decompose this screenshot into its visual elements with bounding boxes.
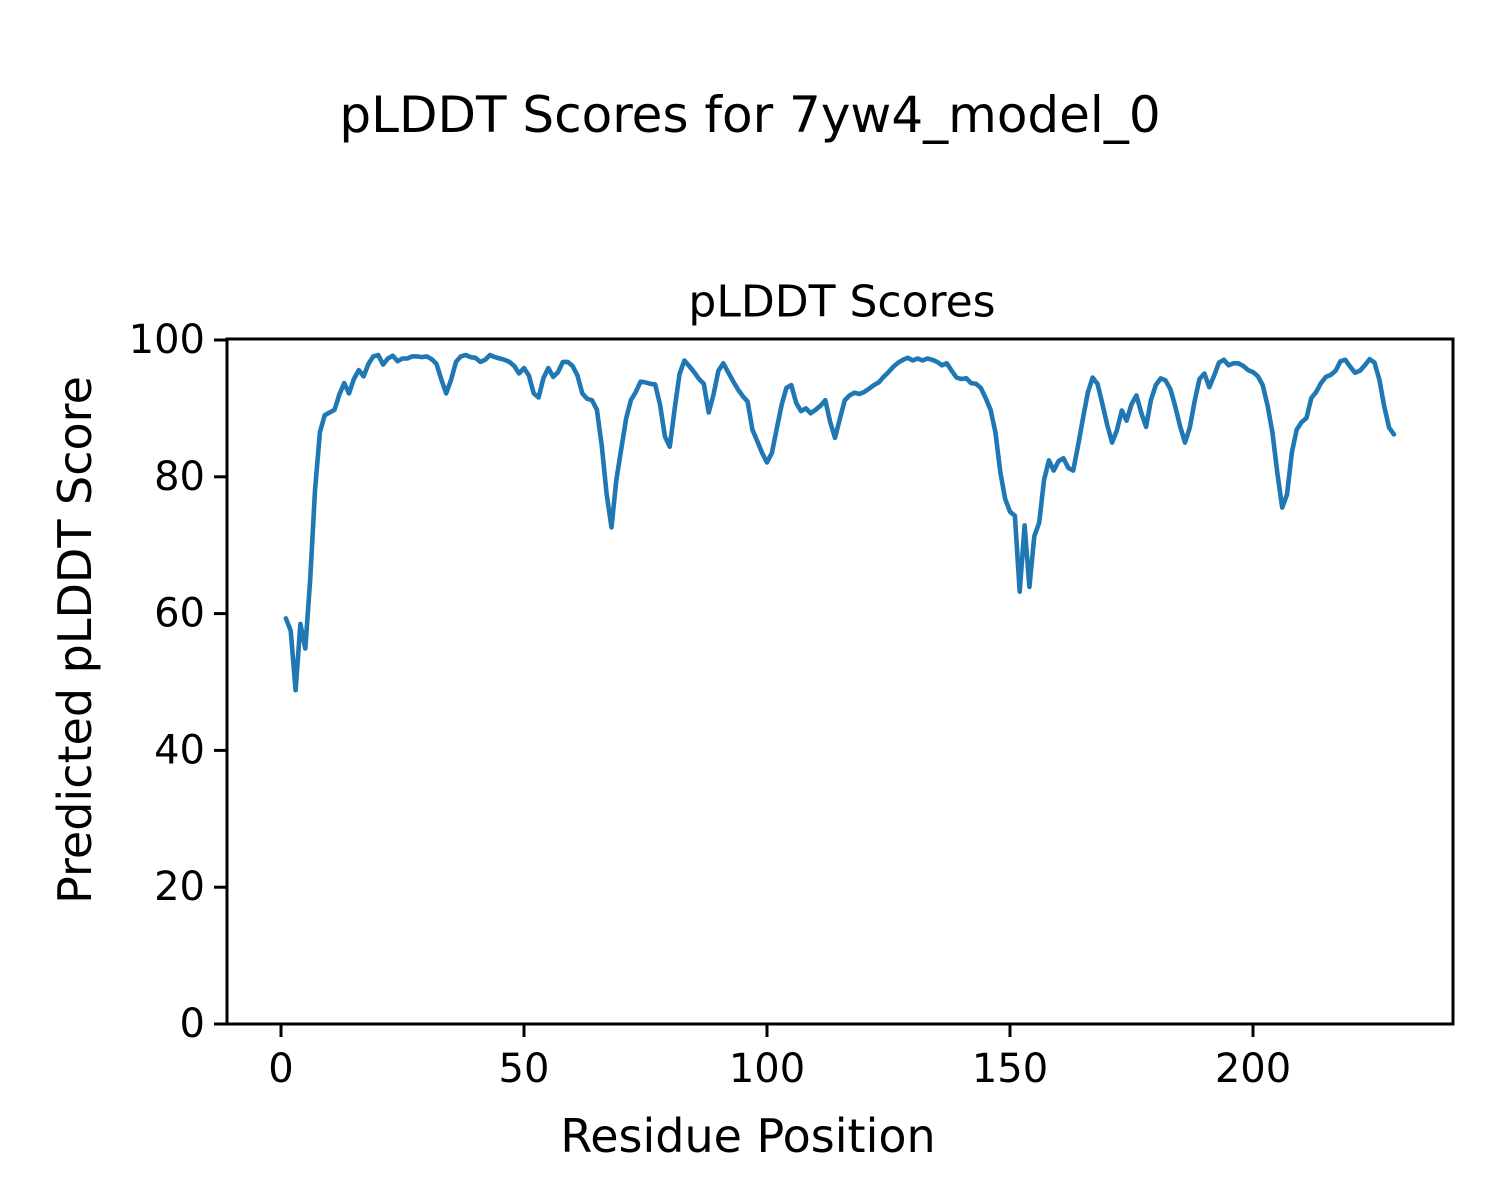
y-tick-label: 20 — [154, 864, 205, 910]
x-tick-label: 50 — [499, 1046, 550, 1092]
y-tick-label: 60 — [154, 591, 205, 637]
x-tick-label: 150 — [972, 1046, 1048, 1092]
x-tick-label: 200 — [1215, 1046, 1291, 1092]
x-tick-label: 0 — [268, 1046, 293, 1092]
x-axis-label: Residue Position — [560, 1109, 936, 1163]
x-tick-label: 100 — [729, 1046, 805, 1092]
figure-title: pLDDT Scores for 7yw4_model_0 — [339, 86, 1161, 144]
axes-title: pLDDT Scores — [688, 276, 996, 328]
y-axis-label: Predicted pLDDT Score — [48, 376, 102, 904]
plddt-line — [283, 352, 1397, 693]
axes-spines — [225, 337, 1455, 1026]
y-tick-label: 100 — [129, 317, 205, 363]
y-tick-label: 0 — [180, 1001, 205, 1047]
y-tick-label: 40 — [154, 727, 205, 773]
y-tick-label: 80 — [154, 454, 205, 500]
